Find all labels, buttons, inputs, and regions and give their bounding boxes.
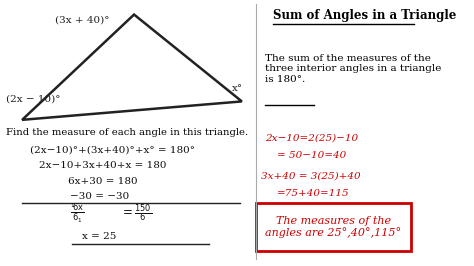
- Text: 6x+30 = 180: 6x+30 = 180: [68, 177, 137, 186]
- Text: 2x−10+3x+40+x = 180: 2x−10+3x+40+x = 180: [39, 161, 166, 171]
- Text: The measures of the
angles are 25°,40°,115°: The measures of the angles are 25°,40°,1…: [265, 216, 401, 238]
- Text: $\mathsf{\frac{^1\!6x}{6_1}}$: $\mathsf{\frac{^1\!6x}{6_1}}$: [70, 202, 84, 225]
- Text: $\mathsf{=\frac{150}{6}}$: $\mathsf{=\frac{150}{6}}$: [119, 202, 152, 224]
- Text: =75+40=115: =75+40=115: [277, 189, 350, 198]
- Text: = 50−10=40: = 50−10=40: [277, 151, 346, 160]
- Text: (2x−10)°+(3x+40)°+x° = 180°: (2x−10)°+(3x+40)°+x° = 180°: [30, 146, 195, 155]
- Text: The sum of the measures of the
three interior angles in a triangle
is 180°.: The sum of the measures of the three int…: [264, 54, 441, 84]
- Text: x°: x°: [231, 84, 243, 93]
- Text: Find the measure of each angle in this triangle.: Find the measure of each angle in this t…: [6, 128, 247, 138]
- Text: (2x − 10)°: (2x − 10)°: [6, 94, 60, 103]
- Text: 3x+40 = 3(25)+40: 3x+40 = 3(25)+40: [261, 172, 360, 181]
- Text: x = 25: x = 25: [82, 232, 117, 242]
- Text: −30 = −30: −30 = −30: [70, 192, 129, 201]
- Text: (3x + 40)°: (3x + 40)°: [55, 15, 110, 24]
- Text: Sum of Angles in a Triangle: Sum of Angles in a Triangle: [273, 9, 456, 22]
- Text: 2x−10=2(25)−10: 2x−10=2(25)−10: [264, 134, 358, 143]
- FancyBboxPatch shape: [255, 203, 411, 251]
